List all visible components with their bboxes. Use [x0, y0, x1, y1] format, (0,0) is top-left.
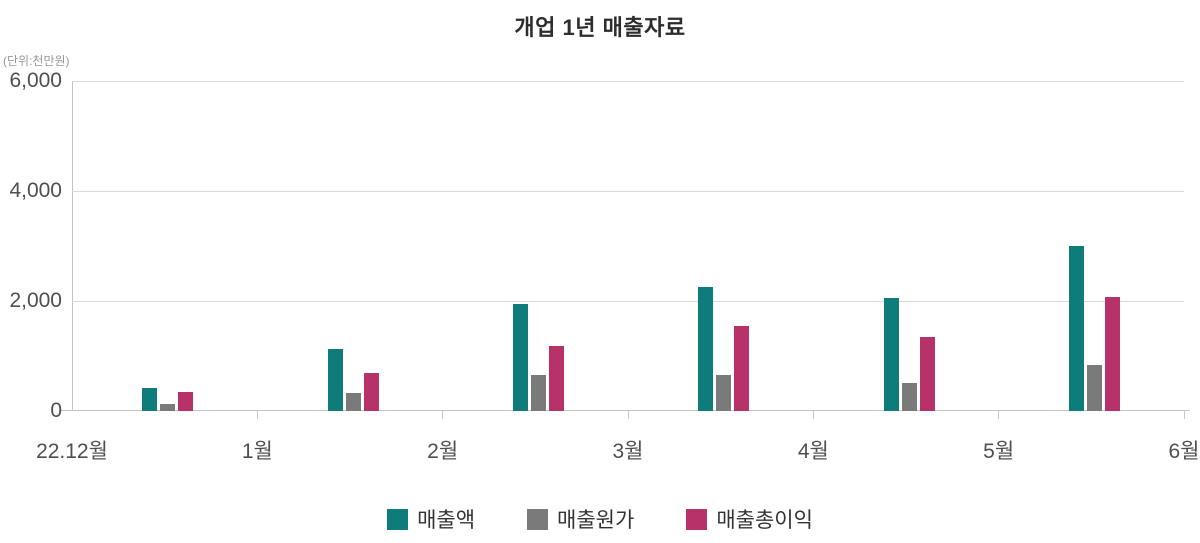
- bar-cost-22.12월: [160, 404, 176, 411]
- x-tick-3: [627, 411, 629, 419]
- x-axis-label-0: 22.12월: [36, 440, 108, 463]
- legend-item-sales[interactable]: 매출액: [387, 504, 475, 534]
- x-axis-label-6: 6월: [1168, 440, 1200, 463]
- x-axis-label-5: 5월: [983, 440, 1015, 463]
- plot-area: 22.12월 1월 2월 3월 4월 5월 6월: [36, 81, 1200, 463]
- bar-profit-22.12월: [178, 392, 194, 411]
- x-axis-label-3: 3월: [612, 440, 644, 463]
- y-axis-label-4000: 4,000: [9, 179, 62, 202]
- bar-cost-5월: [1086, 365, 1102, 411]
- bar-profit-5월: [1104, 297, 1120, 411]
- bar-sales-1월: [327, 349, 343, 411]
- gridline-2000: [72, 301, 1184, 302]
- bar-profit-3월: [734, 326, 750, 411]
- legend-label-sales: 매출액: [417, 509, 476, 532]
- x-axis-label-4: 4월: [797, 440, 829, 463]
- bar-profit-4월: [919, 337, 935, 411]
- gridline-4000: [72, 191, 1184, 192]
- y-axis-line: [72, 81, 73, 411]
- unit-label: (단위:천만원): [3, 54, 70, 68]
- bar-cost-1월: [345, 393, 361, 411]
- x-axis-label-1: 1월: [241, 440, 273, 463]
- gridline-6000: [72, 81, 1184, 82]
- x-tick-6: [1183, 411, 1185, 419]
- legend-item-cost[interactable]: 매출원가: [527, 504, 634, 534]
- bar-cost-4월: [901, 383, 917, 411]
- bar-cost-3월: [716, 375, 732, 411]
- bar-sales-5월: [1068, 246, 1084, 411]
- bar-profit-2월: [548, 346, 564, 411]
- bar-sales-3월: [698, 287, 714, 411]
- legend-swatch-sales: [387, 508, 409, 530]
- y-axis-label-0: 0: [50, 399, 62, 422]
- bar-profit-1월: [363, 373, 379, 411]
- gridline-0: [60, 410, 1190, 411]
- legend-label-profit: 매출총이익: [716, 509, 813, 532]
- x-tick-1: [256, 411, 258, 419]
- legend-item-profit[interactable]: 매출총이익: [686, 504, 813, 534]
- bar-sales-2월: [512, 304, 528, 411]
- legend-label-cost: 매출원가: [557, 509, 635, 532]
- x-tick-5: [998, 411, 1000, 419]
- y-axis-label-6000: 6,000: [9, 69, 62, 92]
- legend: 매출액 매출원가 매출총이익: [0, 504, 1200, 534]
- bar-cost-2월: [530, 375, 546, 411]
- legend-swatch-cost: [527, 508, 549, 530]
- y-axis-label-2000: 2,000: [9, 289, 62, 312]
- x-tick-2: [442, 411, 444, 419]
- legend-swatch-profit: [686, 508, 708, 530]
- x-axis-label-2: 2월: [427, 440, 459, 463]
- x-tick-4: [812, 411, 814, 419]
- chart-title: 개업 1년 매출자료: [514, 15, 686, 40]
- bar-sales-22.12월: [142, 388, 158, 411]
- bar-sales-4월: [883, 298, 899, 411]
